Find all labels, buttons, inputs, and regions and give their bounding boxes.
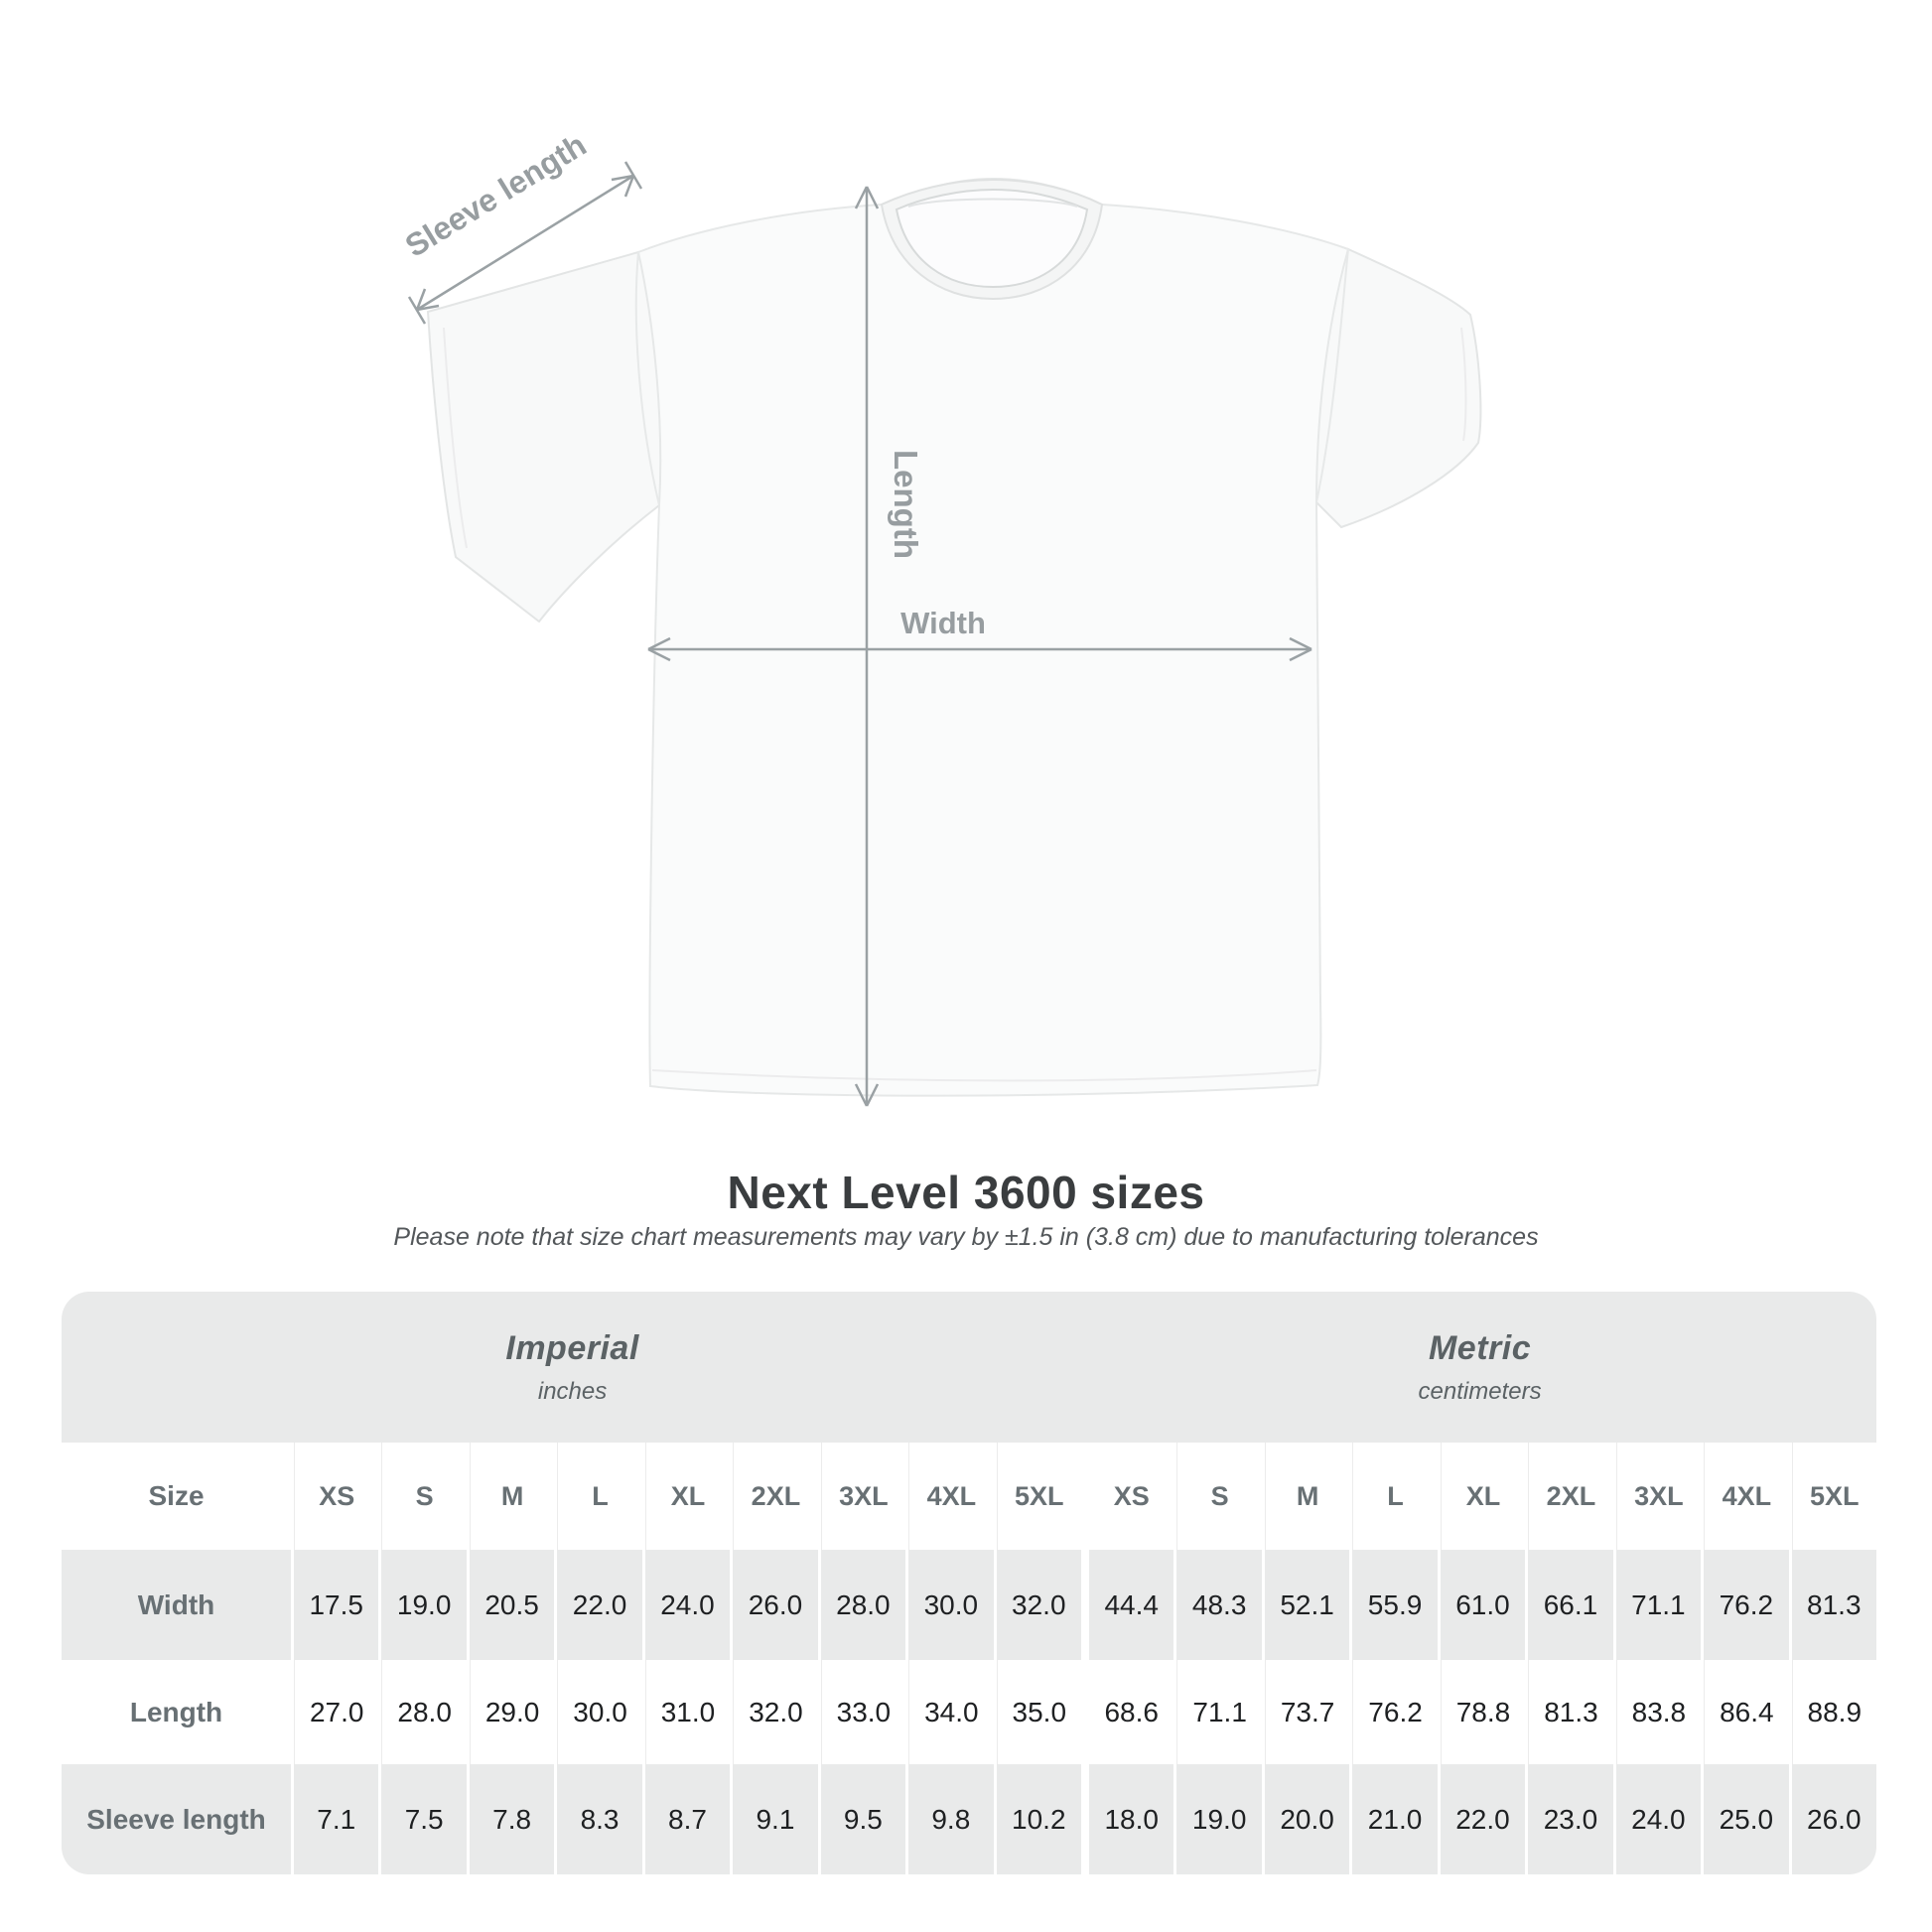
section-spacer bbox=[1084, 1443, 1086, 1550]
table-cell: 26.0 bbox=[1791, 1764, 1876, 1874]
table-cell: 21.0 bbox=[1352, 1764, 1438, 1874]
table-cell: 44.4 bbox=[1088, 1550, 1174, 1660]
size-column-header: 2XL bbox=[733, 1443, 818, 1550]
table-cell: 32.0 bbox=[996, 1550, 1081, 1660]
table-cell: 32.0 bbox=[733, 1660, 818, 1764]
table-cell: 27.0 bbox=[294, 1660, 379, 1764]
table-cell: 76.2 bbox=[1352, 1660, 1438, 1764]
table-cell: 29.0 bbox=[469, 1660, 555, 1764]
section-spacer bbox=[1084, 1764, 1086, 1874]
size-column-header: S bbox=[1176, 1443, 1262, 1550]
tshirt-illustration bbox=[426, 177, 1482, 1097]
size-column-header: 5XL bbox=[996, 1443, 1081, 1550]
table-cell: 8.7 bbox=[644, 1764, 731, 1874]
table-cell: 30.0 bbox=[908, 1550, 994, 1660]
section-spacer bbox=[1084, 1550, 1086, 1660]
table-cell: 76.2 bbox=[1704, 1550, 1789, 1660]
sleeve-length-label: Sleeve length bbox=[399, 126, 593, 263]
width-label: Width bbox=[900, 606, 986, 640]
table-cell: 20.0 bbox=[1264, 1764, 1350, 1874]
size-column-header: 3XL bbox=[820, 1443, 906, 1550]
size-column-header: M bbox=[469, 1443, 555, 1550]
tshirt-measurement-diagram: Sleeve length Length Width bbox=[399, 126, 1482, 1107]
table-cell: 48.3 bbox=[1176, 1550, 1262, 1660]
measurement-row-label: Length bbox=[62, 1660, 291, 1764]
table-cell: 19.0 bbox=[381, 1550, 467, 1660]
table-cell: 31.0 bbox=[644, 1660, 731, 1764]
table-cell: 23.0 bbox=[1528, 1764, 1613, 1874]
table-cell: 61.0 bbox=[1440, 1550, 1526, 1660]
size-row-label: Size bbox=[62, 1443, 291, 1550]
table-cell: 17.5 bbox=[294, 1550, 379, 1660]
size-column-header: S bbox=[381, 1443, 467, 1550]
table-cell: 7.1 bbox=[294, 1764, 379, 1874]
table-cell: 7.5 bbox=[381, 1764, 467, 1874]
table-cell: 19.0 bbox=[1176, 1764, 1262, 1874]
table-cell: 28.0 bbox=[381, 1660, 467, 1764]
measurement-row-label: Width bbox=[62, 1550, 291, 1660]
table-cell: 34.0 bbox=[908, 1660, 994, 1764]
size-column-header: 2XL bbox=[1528, 1443, 1613, 1550]
size-column-header: XL bbox=[1440, 1443, 1526, 1550]
table-cell: 22.0 bbox=[557, 1550, 642, 1660]
imperial-unit-label: inches bbox=[537, 1377, 608, 1405]
metric-unit-label: centimeters bbox=[1418, 1377, 1542, 1405]
imperial-label: Imperial bbox=[505, 1328, 639, 1367]
table-cell: 28.0 bbox=[820, 1550, 906, 1660]
metric-section-header: Metric centimeters bbox=[1083, 1329, 1876, 1406]
size-column-header: XL bbox=[644, 1443, 731, 1550]
metric-label: Metric bbox=[1428, 1328, 1532, 1367]
table-cell: 33.0 bbox=[820, 1660, 906, 1764]
table-cell: 9.1 bbox=[733, 1764, 818, 1874]
table-cell: 73.7 bbox=[1264, 1660, 1350, 1764]
size-column-header: L bbox=[557, 1443, 642, 1550]
size-column-header: 3XL bbox=[1615, 1443, 1702, 1550]
table-cell: 22.0 bbox=[1440, 1764, 1526, 1874]
table-cell: 55.9 bbox=[1352, 1550, 1438, 1660]
table-header-band: Imperial inches Metric centimeters bbox=[62, 1292, 1876, 1443]
table-cell: 25.0 bbox=[1704, 1764, 1789, 1874]
table-cell: 86.4 bbox=[1704, 1660, 1789, 1764]
size-column-header: XS bbox=[294, 1443, 379, 1550]
table-cell: 18.0 bbox=[1088, 1764, 1174, 1874]
table-cell: 7.8 bbox=[469, 1764, 555, 1874]
table-cell: 68.6 bbox=[1088, 1660, 1174, 1764]
table-cell: 26.0 bbox=[733, 1550, 818, 1660]
table-cell: 81.3 bbox=[1528, 1660, 1613, 1764]
table-cell: 71.1 bbox=[1615, 1550, 1702, 1660]
size-column-header: XS bbox=[1088, 1443, 1174, 1550]
table-cell: 8.3 bbox=[557, 1764, 642, 1874]
table-cell: 81.3 bbox=[1791, 1550, 1876, 1660]
length-arrow bbox=[854, 186, 880, 1107]
size-column-header: M bbox=[1264, 1443, 1350, 1550]
table-cell: 9.8 bbox=[908, 1764, 994, 1874]
table-cell: 88.9 bbox=[1791, 1660, 1876, 1764]
sleeve-length-arrow bbox=[407, 161, 643, 325]
measurement-row-label: Sleeve length bbox=[62, 1764, 291, 1874]
size-chart-table: Imperial inches Metric centimeters Size X… bbox=[62, 1292, 1876, 1874]
table-cell: 83.8 bbox=[1615, 1660, 1702, 1764]
page-subtitle: Please note that size chart measurements… bbox=[393, 1223, 1539, 1251]
table-cell: 66.1 bbox=[1528, 1550, 1613, 1660]
page-title: Next Level 3600 sizes bbox=[727, 1167, 1205, 1218]
section-spacer bbox=[1084, 1660, 1086, 1764]
table-cell: 24.0 bbox=[644, 1550, 731, 1660]
size-column-header: 4XL bbox=[1704, 1443, 1789, 1550]
table-cell: 9.5 bbox=[820, 1764, 906, 1874]
imperial-section-header: Imperial inches bbox=[62, 1329, 1083, 1406]
size-column-header: L bbox=[1352, 1443, 1438, 1550]
table-cell: 71.1 bbox=[1176, 1660, 1262, 1764]
size-column-header: 4XL bbox=[908, 1443, 994, 1550]
size-column-header: 5XL bbox=[1791, 1443, 1876, 1550]
table-cell: 20.5 bbox=[469, 1550, 555, 1660]
table-cell: 52.1 bbox=[1264, 1550, 1350, 1660]
table-cell: 24.0 bbox=[1615, 1764, 1702, 1874]
table-cell: 10.2 bbox=[996, 1764, 1081, 1874]
table-cell: 30.0 bbox=[557, 1660, 642, 1764]
width-arrow bbox=[647, 636, 1312, 662]
table-cell: 78.8 bbox=[1440, 1660, 1526, 1764]
table-cell: 35.0 bbox=[996, 1660, 1081, 1764]
length-label: Length bbox=[888, 450, 924, 559]
